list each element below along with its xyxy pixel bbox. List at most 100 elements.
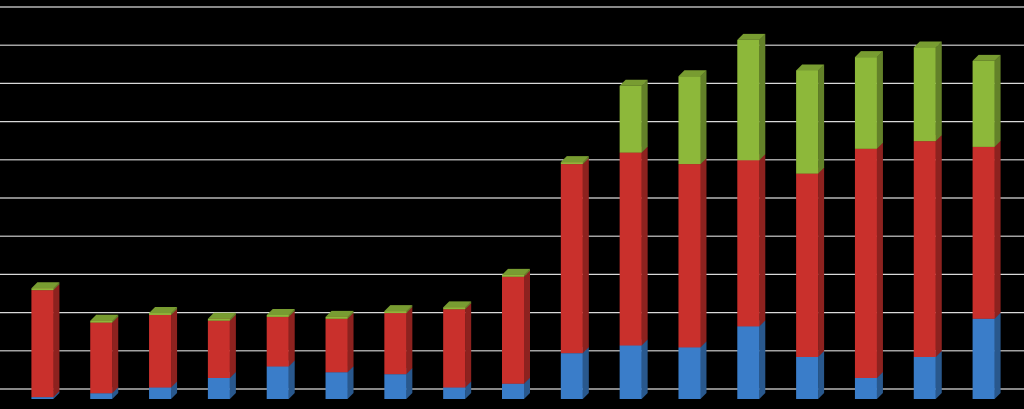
bar-front [384, 374, 407, 399]
bar-segment [384, 305, 413, 314]
bar-segment [90, 314, 119, 323]
bar-side [465, 381, 472, 399]
bar-side [524, 377, 530, 399]
bar-segment [796, 350, 825, 399]
bar-front [913, 47, 936, 142]
bar-segment [149, 307, 178, 315]
bar-top [384, 305, 413, 312]
bar-front [90, 322, 113, 394]
bar-segment [619, 339, 648, 399]
bar-front [972, 60, 995, 147]
bar-side [818, 350, 825, 399]
bar-side [818, 167, 825, 357]
bar-front [502, 274, 524, 277]
bar-side [171, 381, 178, 399]
bar-front [796, 70, 819, 174]
bar-side [112, 314, 119, 323]
bar-front [560, 162, 583, 165]
bar-side [347, 366, 354, 399]
bar-segment [443, 301, 472, 310]
bar-top [560, 156, 589, 163]
bar-front [90, 393, 113, 399]
bar-segment [560, 347, 589, 399]
bar-front [207, 320, 230, 378]
bar-segment [560, 156, 589, 165]
bar-side [524, 270, 530, 384]
bar-segment [913, 135, 942, 357]
bar-front [972, 318, 995, 399]
bar-segment [678, 158, 707, 348]
bar-front [443, 309, 466, 388]
bar-segment [796, 167, 825, 357]
bar-front [619, 85, 642, 153]
bar-side [641, 339, 648, 399]
bar-front [384, 311, 407, 314]
bar-side [759, 33, 766, 161]
bar-side [288, 310, 295, 367]
bar-side [347, 312, 354, 373]
bar-front [502, 276, 524, 384]
bar-segment [737, 33, 766, 161]
bar-front [678, 76, 701, 165]
bar-top [266, 308, 295, 315]
bar-segment [325, 312, 354, 373]
bar-side [641, 146, 648, 346]
bar-front [913, 356, 936, 399]
bar-top [502, 268, 530, 275]
bar-front [31, 397, 54, 399]
bar-side [229, 314, 236, 378]
bar-front [560, 353, 583, 399]
bar-front [619, 345, 642, 399]
bar-side [288, 360, 295, 399]
bar-top [90, 314, 119, 321]
bar-top [325, 310, 354, 317]
bar-front [325, 372, 348, 399]
bar-front [737, 326, 760, 399]
bar-side [112, 316, 119, 394]
bar-segment [207, 314, 236, 378]
bar-front [266, 314, 289, 317]
bar-side [53, 282, 60, 291]
bar-top [149, 307, 178, 314]
bar-segment [972, 312, 1001, 399]
bar-front [619, 152, 642, 346]
bar-front [207, 318, 230, 321]
bar-side [171, 307, 178, 315]
bar-side [700, 70, 707, 165]
bar-segment [972, 140, 1001, 319]
bar-side [582, 158, 589, 354]
bar-front [31, 290, 54, 398]
bar-side [171, 308, 178, 388]
bar-segment [149, 308, 178, 388]
bar-front [443, 307, 466, 310]
bar-segment [266, 310, 295, 367]
bar-side [994, 140, 1001, 319]
bar-top [31, 282, 60, 289]
bar-front [737, 160, 760, 327]
bar-top [854, 51, 883, 58]
bar-segment [796, 64, 825, 174]
bar-segment [678, 341, 707, 399]
bar-side [582, 347, 589, 399]
bar-front [384, 313, 407, 375]
bar-segment [619, 146, 648, 346]
bar-front [266, 366, 289, 399]
bar-front [972, 146, 995, 319]
bar-front [149, 387, 172, 399]
bar-segment [325, 310, 354, 319]
bar-segment [31, 282, 60, 291]
bar-top [796, 64, 825, 71]
bar-side [465, 301, 472, 310]
bar-front [207, 377, 230, 399]
bar-top [619, 79, 648, 86]
bar-segment [972, 54, 1001, 147]
bar-side [876, 371, 883, 399]
bar-front [737, 39, 760, 161]
bar-front [325, 318, 348, 373]
bar-side [818, 64, 825, 174]
bar-segment [737, 154, 766, 327]
bar-front [854, 148, 877, 378]
bar-top [207, 312, 236, 319]
bar-segment [502, 268, 530, 277]
